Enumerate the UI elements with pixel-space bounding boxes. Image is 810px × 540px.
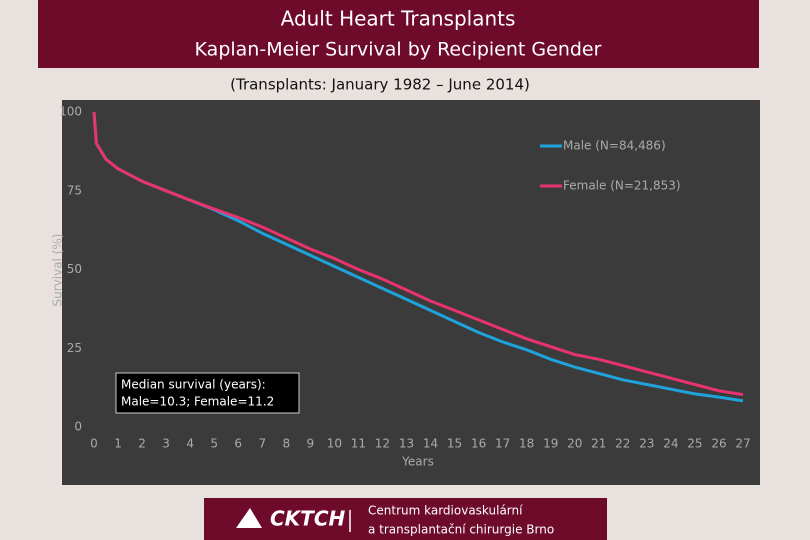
subtitle: Kaplan-Meier Survival by Recipient Gende…	[195, 39, 602, 61]
footer-banner	[204, 498, 607, 540]
x-tick-label: 10	[327, 437, 342, 451]
x-tick-label: 8	[282, 437, 290, 451]
x-tick-label: 14	[423, 437, 438, 451]
x-tick-label: 2	[138, 437, 146, 451]
logo-icon	[236, 508, 262, 528]
x-tick-label: 20	[567, 437, 582, 451]
annotation-box	[115, 372, 300, 414]
x-tick-label: 13	[399, 437, 414, 451]
x-tick-label: 26	[711, 437, 726, 451]
x-tick-label: 7	[258, 437, 266, 451]
x-tick-label: 23	[639, 437, 654, 451]
x-tick-label: 5	[210, 437, 218, 451]
x-axis-label: Years	[401, 455, 434, 469]
x-tick-label: 21	[591, 437, 606, 451]
x-tick-label: 22	[615, 437, 630, 451]
x-tick-label: 17	[495, 437, 510, 451]
legend-label: Male (N=84,486)	[563, 139, 666, 153]
x-tick-label: 12	[375, 437, 390, 451]
logo-text: CKTCH	[270, 507, 345, 531]
x-tick-label: 27	[735, 437, 750, 451]
y-axis-label: Survival (%)	[51, 234, 65, 307]
y-tick-label: 0	[74, 420, 82, 434]
y-tick-label: 100	[59, 105, 82, 119]
annotation: Male=10.3; Female=11.2	[121, 395, 274, 409]
series-line	[92, 111, 744, 397]
x-tick-label: 1	[114, 437, 122, 451]
title: Adult Heart Transplants	[281, 7, 516, 31]
x-tick-label: 0	[90, 437, 98, 451]
x-tick-label: 19	[543, 437, 558, 451]
title-banner	[38, 0, 759, 68]
y-tick-label: 50	[67, 262, 82, 276]
annotation: Median survival (years):	[121, 378, 266, 392]
x-tick-label: 16	[471, 437, 486, 451]
x-tick-label: 18	[519, 437, 534, 451]
footer-line: a transplantační chirurgie Brno	[368, 523, 554, 537]
x-tick-label: 3	[162, 437, 170, 451]
x-tick-label: 6	[234, 437, 242, 451]
note: (Transplants: January 1982 – June 2014)	[230, 76, 530, 94]
x-tick-label: 11	[351, 437, 366, 451]
x-tick-label: 15	[447, 437, 462, 451]
x-tick-label: 25	[687, 437, 702, 451]
y-tick-label: 75	[67, 183, 82, 197]
legend-label: Female (N=21,853)	[563, 179, 681, 193]
x-tick-label: 24	[663, 437, 678, 451]
x-tick-label: 9	[307, 437, 315, 451]
footer-line: Centrum kardiovaskulární	[368, 504, 523, 518]
x-tick-label: 4	[186, 437, 194, 451]
y-tick-label: 25	[67, 341, 82, 355]
